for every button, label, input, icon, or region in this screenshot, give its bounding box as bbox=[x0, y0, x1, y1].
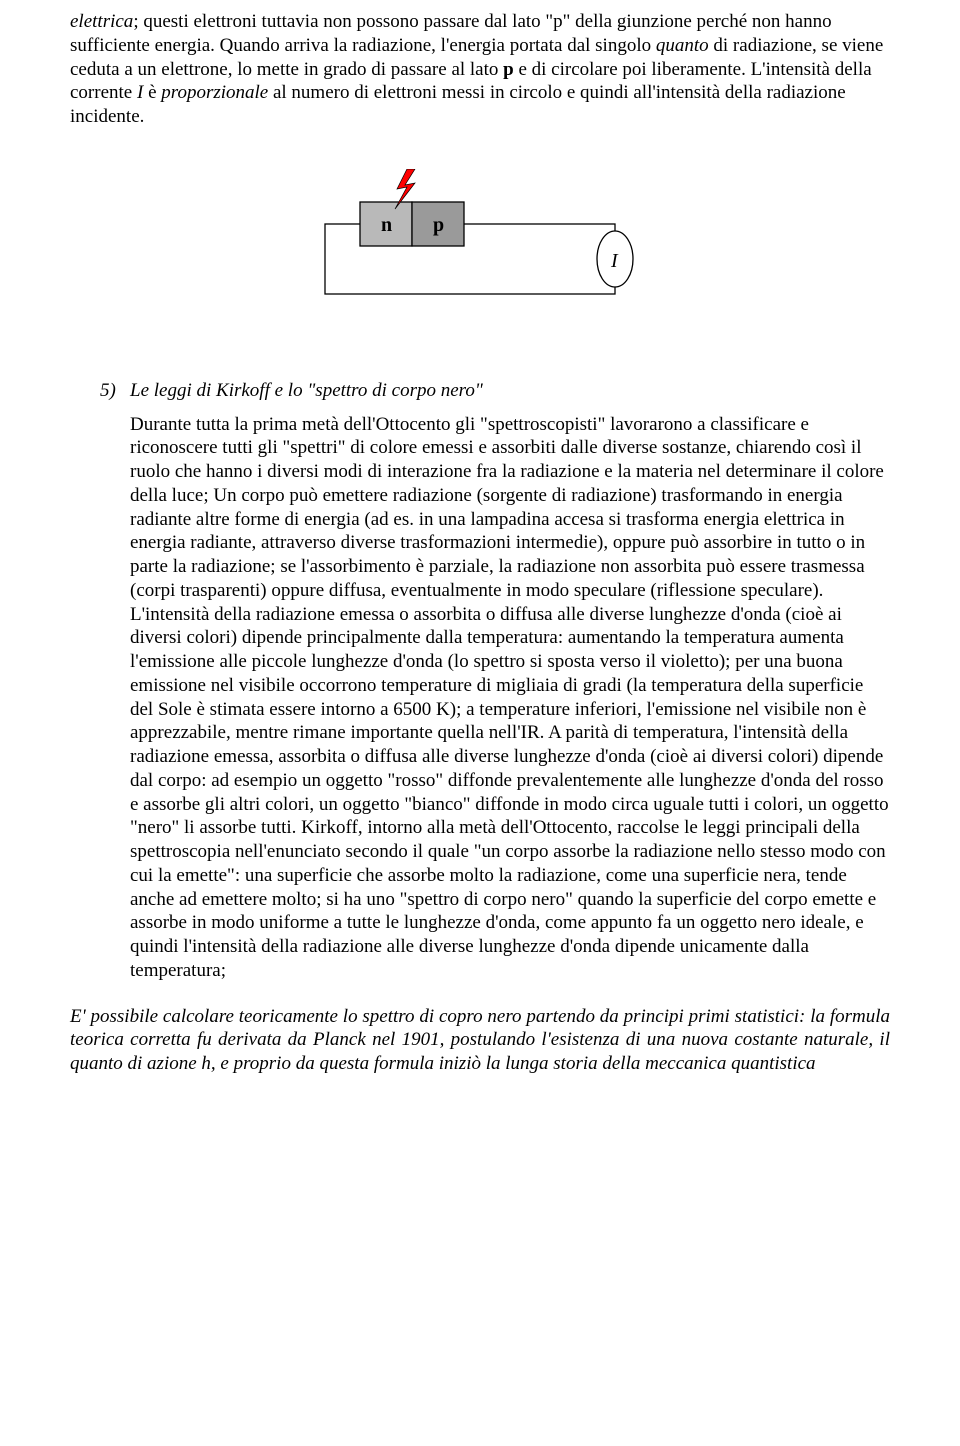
circuit-svg: n p I bbox=[315, 169, 645, 329]
text-span: p bbox=[503, 59, 514, 80]
section-5: 5) Le leggi di Kirkoff e lo "spettro di … bbox=[100, 379, 890, 983]
text-span: proporzionale bbox=[161, 82, 268, 103]
text-span: elettrica bbox=[70, 11, 133, 32]
section-5-heading: 5) Le leggi di Kirkoff e lo "spettro di … bbox=[100, 379, 890, 403]
text-span: quanto bbox=[656, 35, 709, 56]
junction-n-label: n bbox=[381, 214, 392, 236]
ammeter-label: I bbox=[610, 250, 619, 272]
section-title: Le leggi di Kirkoff e lo "spettro di cor… bbox=[130, 379, 483, 403]
paragraph-intro: elettrica; questi elettroni tuttavia non… bbox=[70, 10, 890, 129]
section-number: 5) bbox=[100, 379, 130, 403]
final-paragraph: E' possibile calcolare teoricamente lo s… bbox=[70, 1005, 890, 1076]
circuit-diagram: n p I bbox=[315, 169, 645, 309]
junction-p-label: p bbox=[433, 214, 444, 236]
section-5-body: Durante tutta la prima metà dell'Ottocen… bbox=[130, 413, 890, 983]
page: elettrica; questi elettroni tuttavia non… bbox=[0, 0, 960, 1446]
text-span: è bbox=[143, 82, 161, 103]
